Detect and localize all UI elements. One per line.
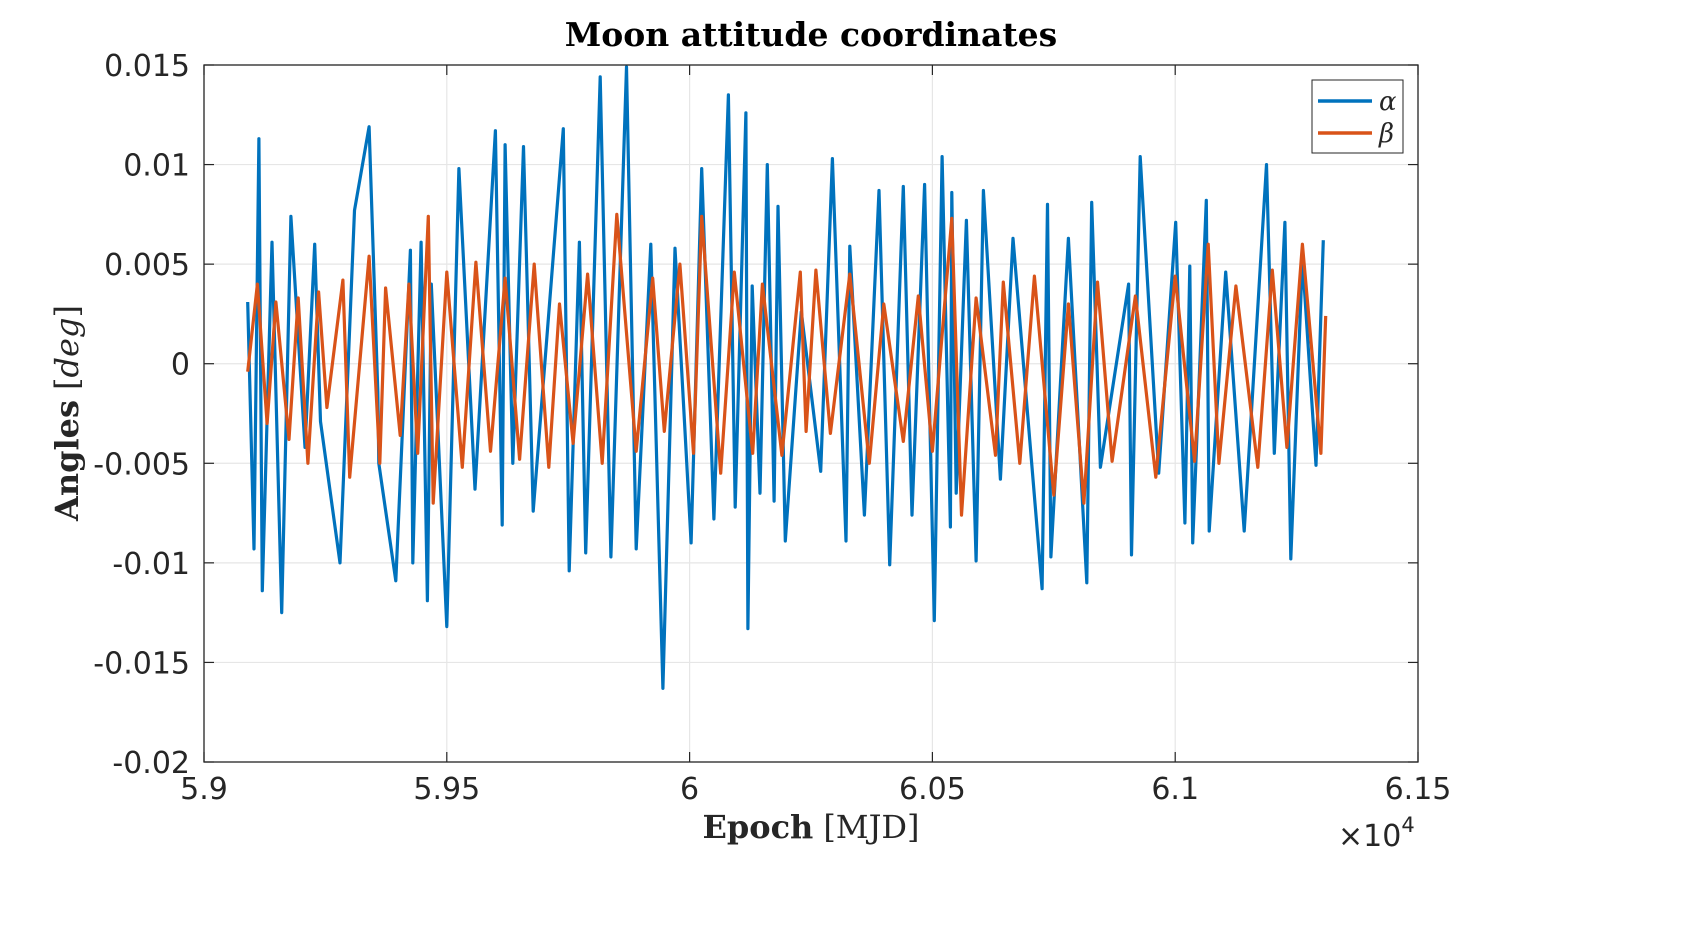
y-axis-label-name: Angles — [48, 400, 86, 522]
x-tick-label: 6 — [680, 772, 699, 807]
x-tick-label: 5.95 — [413, 772, 480, 807]
y-tick-label: -0.02 — [112, 746, 190, 781]
legend-label-beta: β — [1378, 119, 1394, 149]
x-axis-label-unit: [MJD] — [823, 808, 919, 846]
ticks — [203, 64, 1419, 763]
y-tick-label: -0.005 — [93, 447, 190, 482]
y-axis-label-bracket-close: ] — [48, 305, 86, 317]
legend-label-alpha: α — [1379, 87, 1397, 117]
series-line-beta — [246, 212, 1328, 517]
x-tick-label: 6.15 — [1385, 772, 1452, 807]
series-layer — [246, 65, 1328, 690]
x-axis-label: Epoch [MJD] — [702, 808, 919, 846]
y-tick-label: 0.005 — [104, 248, 190, 283]
x-tick-label: 5.9 — [180, 772, 228, 807]
y-tick-label: -0.015 — [93, 646, 190, 681]
x-exponent-base: ×10 — [1338, 819, 1401, 854]
x-tick-label: 6.05 — [899, 772, 966, 807]
y-axis-label-bracket-open: [ — [48, 377, 86, 389]
y-tick-labels: 0.015 0.01 0.005 0 -0.005 -0.01 -0.015 -0.02 — [93, 49, 190, 781]
y-tick-label: 0 — [171, 348, 190, 383]
y-axis-label: Angles [deg] — [48, 305, 86, 522]
x-tick-label: 6.1 — [1151, 772, 1199, 807]
x-exponent-power: 4 — [1401, 813, 1414, 837]
x-exponent-label: ×104 — [1338, 813, 1415, 854]
plot-frame — [203, 64, 1419, 763]
x-tick-labels: 5.9 5.95 6 6.05 6.1 6.15 — [180, 772, 1451, 807]
y-tick-label: -0.01 — [112, 547, 190, 582]
y-axis-label-unit: deg — [48, 318, 86, 378]
y-tick-label: 0.015 — [104, 49, 190, 84]
legend: α β — [1311, 79, 1404, 154]
legend-box — [1311, 79, 1404, 154]
y-tick-label: 0.01 — [123, 149, 190, 184]
x-axis-label-name: Epoch — [702, 808, 813, 846]
series-line-alpha — [246, 65, 1325, 690]
chart-title: Moon attitude coordinates — [565, 15, 1058, 54]
